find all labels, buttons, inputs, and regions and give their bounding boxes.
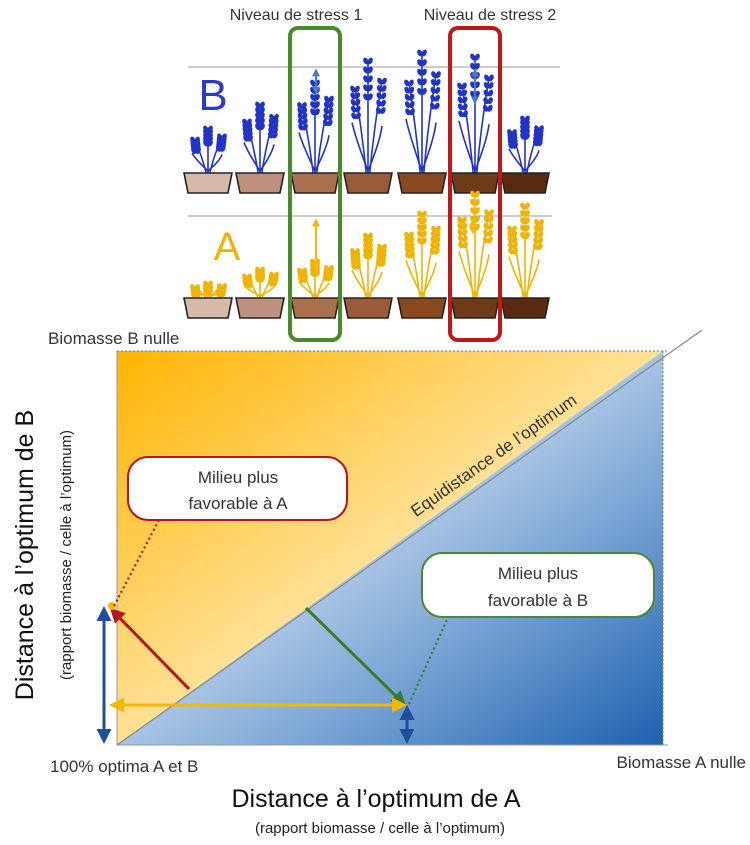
- callout-a-connector: [113, 517, 161, 607]
- callout-a-line1: Milieu plus: [198, 468, 278, 487]
- stress-level-1-box: [288, 26, 342, 342]
- pot-a-3: [290, 297, 340, 319]
- corner-label-bottom-left: 100% optima A et B: [50, 757, 198, 776]
- plant-a-4: [350, 232, 387, 299]
- pot-b-7: [500, 172, 550, 194]
- callout-b-line2: favorable à B: [488, 591, 588, 610]
- pot-b-1: [183, 172, 233, 194]
- stress-level-2-box: [448, 26, 502, 342]
- equidistance-diagonal: [116, 329, 703, 746]
- pot-a-1: [183, 297, 233, 319]
- stress-level-1-label: Niveau de stress 1: [230, 7, 363, 24]
- pot-b-4: [343, 172, 393, 194]
- pot-a-2: [235, 297, 285, 319]
- pot-a-7: [500, 297, 550, 319]
- red-vector: [109, 607, 191, 691]
- callout-b-line1: Milieu plus: [498, 564, 578, 583]
- plant-b-4: [350, 57, 387, 174]
- plant-row-a: [183, 190, 550, 319]
- green-vector: [304, 606, 407, 707]
- plant-a-7: [507, 202, 544, 299]
- callout-a-line2: favorable à A: [188, 494, 288, 513]
- distance-diagram: Equidistance de l’optimum Biomasse B nul…: [11, 329, 746, 837]
- pot-b-5: [397, 172, 447, 194]
- stress-level-2-label: Niveau de stress 2: [424, 7, 557, 24]
- corner-label-bottom-right: Biomasse A nulle: [617, 753, 746, 772]
- species-b-label: B: [198, 71, 227, 120]
- plant-a-2: [242, 266, 279, 299]
- pot-a-4: [343, 297, 393, 319]
- y-axis-title: Distance à l’optimum de B: [11, 410, 39, 700]
- pot-b-2: [235, 172, 285, 194]
- pot-a-6: [450, 297, 500, 319]
- plant-b-2: [242, 101, 279, 174]
- plant-a-1: [190, 280, 227, 299]
- pot-b-6: [450, 172, 500, 194]
- plant-row-b: [183, 49, 550, 194]
- callout-favorable-b: Milieu plus favorable à B: [421, 552, 655, 618]
- pot-b-3: [290, 172, 340, 194]
- plant-b-7: [507, 115, 544, 174]
- plant-b-5: [404, 49, 441, 174]
- pot-a-5: [397, 297, 447, 319]
- x-axis-subtitle: (rapport biomasse / celle à l’optimum): [255, 820, 505, 837]
- plant-a-5: [404, 210, 441, 299]
- y-axis-subtitle: (rapport biomasse / celle à l’optimum): [58, 430, 75, 680]
- zone-favorable-b: [117, 351, 663, 745]
- species-a-label: A: [214, 225, 241, 269]
- callout-favorable-a: Milieu plus favorable à A: [127, 456, 348, 521]
- x-axis-title: Distance à l’optimum de A: [231, 785, 520, 813]
- plant-a-6: [457, 190, 494, 299]
- plant-b-1: [190, 125, 227, 174]
- callout-b-connector: [407, 612, 452, 705]
- plant-stress-illustration: Niveau de stress 1 Niveau de stress 2 B …: [183, 7, 560, 342]
- corner-label-top-left: Biomasse B nulle: [48, 329, 179, 348]
